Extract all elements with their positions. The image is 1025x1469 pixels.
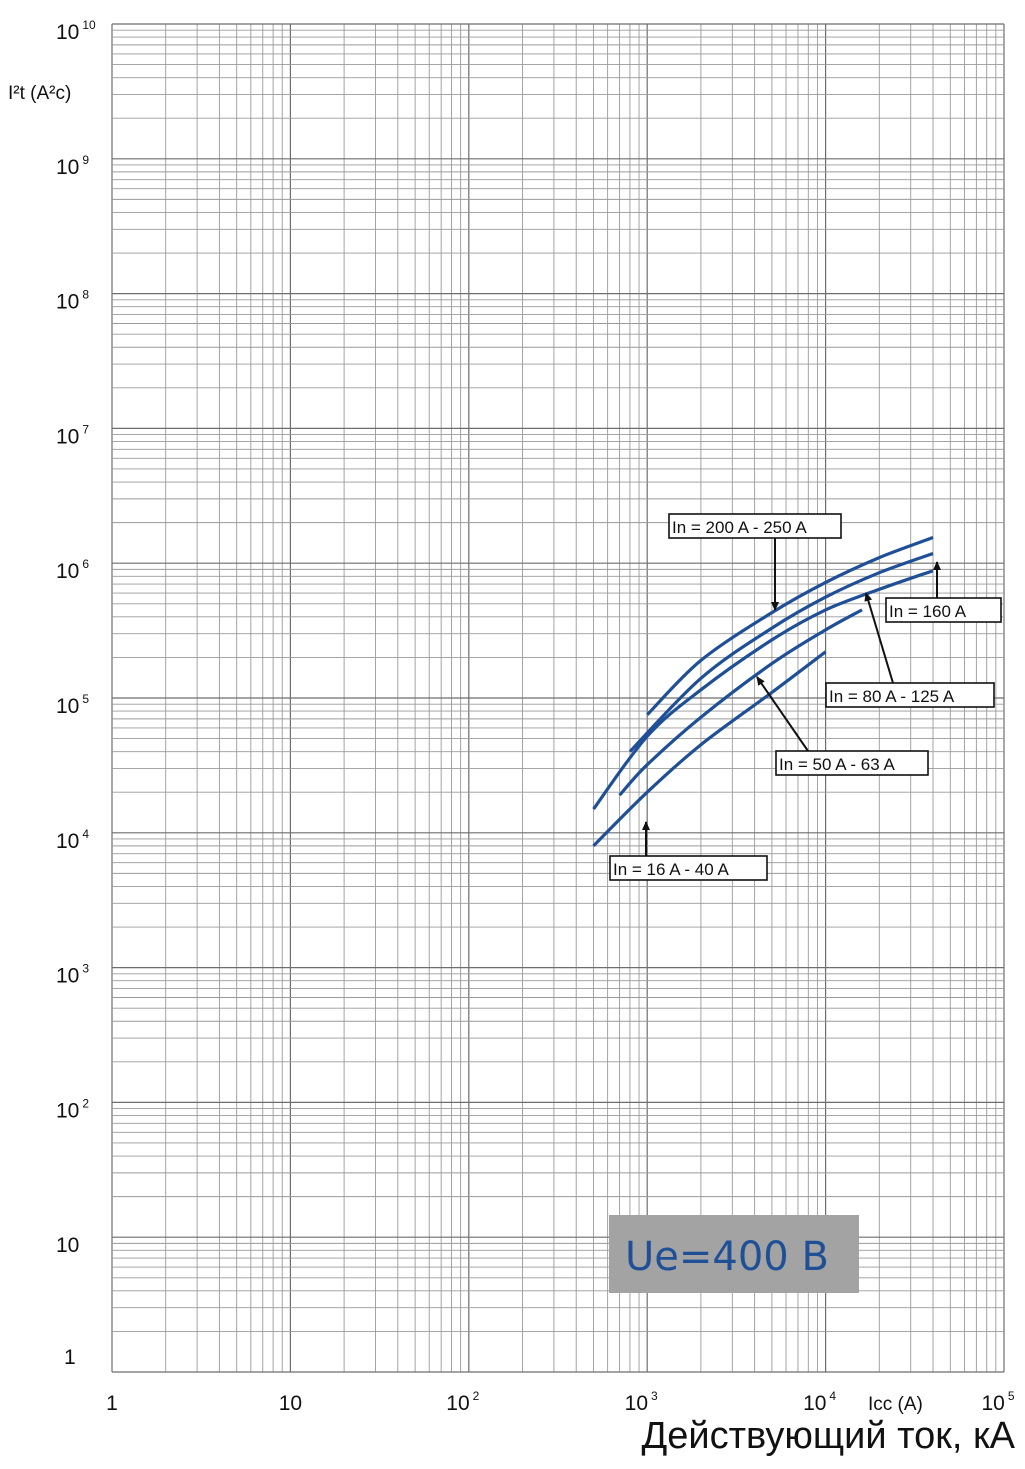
- voltage-annotation: Ue=400 B: [609, 1215, 859, 1293]
- callout-box: [609, 855, 768, 881]
- x-tick-label: 10 5: [981, 1389, 1014, 1415]
- callout-80-125a: In = 80 A - 125 A: [825, 592, 995, 708]
- y-tick-label: 10 8: [56, 288, 89, 314]
- y-tick-label: 10 5: [56, 692, 89, 718]
- callout-16-40a: In = 16 A - 40 A: [609, 821, 768, 881]
- x-tick-label: 10 2: [446, 1389, 479, 1415]
- callout-label: In = 200 A - 250 A: [672, 518, 807, 537]
- callout-label: In = 80 A - 125 A: [829, 687, 955, 706]
- y-axis-label: I²t (A²c): [8, 83, 71, 104]
- y-tick-label: 10 4: [56, 827, 89, 853]
- x-tick-label: 10: [279, 1392, 302, 1415]
- x-tick-label: 10 3: [625, 1389, 658, 1415]
- curve-80-125a: [592, 569, 934, 811]
- y-tick-label: 10 9: [56, 153, 89, 179]
- leader-arrow: [756, 676, 809, 752]
- x-axis-title: Действующий ток, кА: [642, 1415, 1016, 1457]
- y-tick-label: 10 2: [56, 1096, 89, 1122]
- callout-160a: In = 160 A: [885, 561, 1002, 623]
- callout-label: In = 50 A - 63 A: [779, 755, 895, 774]
- callout-label: In = 160 A: [889, 602, 967, 621]
- callout-box: [775, 750, 929, 776]
- callout-box: [825, 682, 995, 708]
- curve-160a: [628, 551, 934, 753]
- y-tick-label: 10 6: [56, 557, 89, 583]
- curve-callouts: In = 200 A - 250 A In = 160 A In = 80 A - …: [609, 513, 1002, 881]
- callout-label: In = 16 A - 40 A: [613, 860, 729, 879]
- voltage-label: Ue=400 B: [625, 1234, 829, 1280]
- curve-16-40a: [592, 650, 827, 848]
- y-tick-label: 10 10: [56, 18, 96, 44]
- grid: [111, 23, 1005, 1373]
- x-tick-label: 1: [106, 1392, 118, 1415]
- curve-200-250a: [646, 536, 934, 716]
- callout-200-250a: In = 200 A - 250 A: [668, 513, 842, 611]
- y-tick-label: 10: [56, 1234, 79, 1257]
- callout-50-63a: In = 50 A - 63 A: [756, 676, 929, 776]
- tick-labels: 1 10 10 2 10 3 10 4 10 5 1 10 10 2 10 3 10 4 10 5 10 6 10 7 10 8 1…: [56, 18, 1015, 1415]
- x-tick-label: 10 4: [803, 1389, 836, 1415]
- y-tick-label: 1: [64, 1346, 76, 1369]
- callout-box: [885, 597, 1002, 623]
- curves: [592, 536, 934, 848]
- y-tick-label: 10 3: [56, 962, 89, 988]
- callout-box: [668, 513, 842, 539]
- y-tick-label: 10 7: [56, 422, 89, 448]
- leader-arrow: [864, 592, 894, 684]
- curve-50-63a: [618, 608, 863, 797]
- voltage-badge: [609, 1215, 859, 1293]
- x-axis-label: Icc (A): [868, 1394, 923, 1415]
